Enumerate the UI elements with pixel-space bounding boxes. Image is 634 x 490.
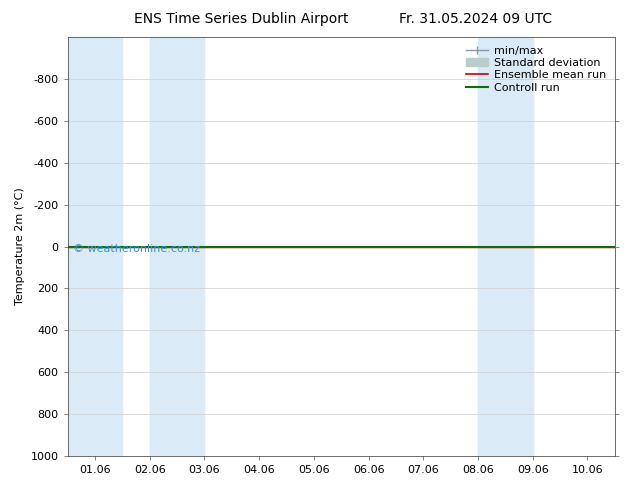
Bar: [615, 37, 634, 456]
Y-axis label: Temperature 2m (°C): Temperature 2m (°C): [15, 188, 25, 305]
Text: © weatheronline.co.nz: © weatheronline.co.nz: [73, 245, 200, 254]
Legend: min/max, Standard deviation, Ensemble mean run, Controll run: min/max, Standard deviation, Ensemble me…: [463, 43, 609, 96]
Bar: [68, 37, 122, 456]
Bar: [150, 37, 204, 456]
Text: ENS Time Series Dublin Airport: ENS Time Series Dublin Airport: [134, 12, 348, 26]
Text: Fr. 31.05.2024 09 UTC: Fr. 31.05.2024 09 UTC: [399, 12, 552, 26]
Bar: [478, 37, 533, 456]
